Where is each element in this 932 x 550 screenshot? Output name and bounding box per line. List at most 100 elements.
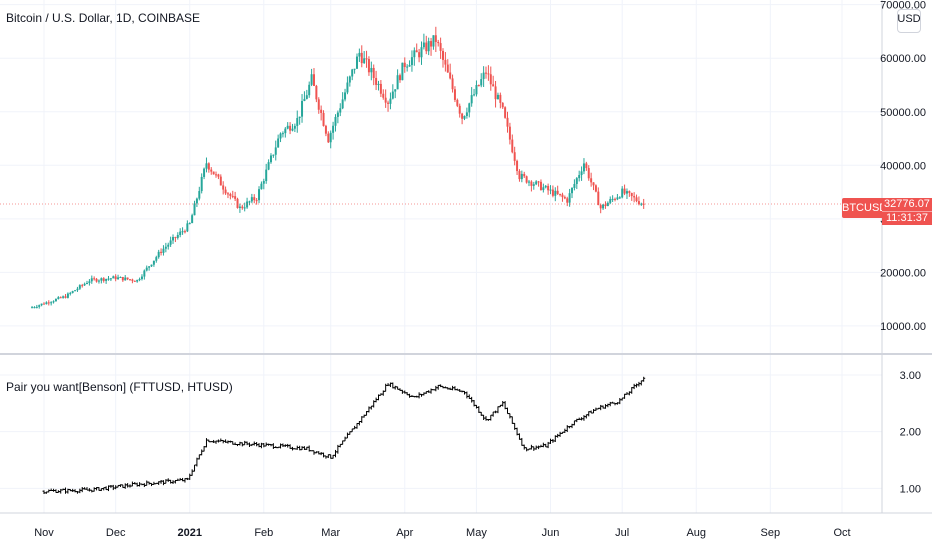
candle-body [59, 297, 62, 299]
candle-body [284, 128, 287, 134]
candle [496, 92, 499, 100]
candle [179, 228, 182, 238]
candle-body [291, 128, 294, 131]
candle [284, 127, 287, 138]
indicator-y-tick-label: 2.00 [900, 427, 921, 439]
candle [477, 84, 480, 87]
candle [126, 277, 129, 281]
candle [542, 183, 545, 193]
candle-body [351, 69, 354, 77]
candle [625, 188, 628, 199]
candle-body [453, 89, 456, 100]
candle [513, 146, 516, 166]
candle [518, 169, 521, 182]
candle [539, 179, 542, 191]
candle-body [637, 201, 640, 205]
candle-body [248, 201, 251, 203]
candle-body [377, 83, 380, 85]
candle-body [76, 288, 79, 291]
candle [375, 70, 378, 91]
candle-body [71, 291, 74, 293]
candle-body [119, 276, 122, 278]
candle [281, 131, 284, 138]
candle [351, 68, 354, 81]
currency-button[interactable]: USD [897, 9, 921, 33]
candle-body [293, 125, 296, 129]
candle [410, 50, 413, 72]
candle-body [523, 173, 526, 177]
candle [559, 193, 562, 197]
candle [160, 248, 163, 256]
candle [580, 166, 583, 181]
candle [389, 92, 392, 110]
candle [138, 277, 141, 282]
candle-body [461, 113, 464, 119]
candle-body [367, 59, 370, 73]
candle [308, 81, 311, 98]
x-tick-label: 2021 [178, 527, 202, 539]
candle [566, 196, 569, 207]
symbol-price-tag: BTCUSD [842, 198, 887, 218]
candle [296, 110, 299, 133]
indicator-y-tick-label: 1.00 [900, 483, 921, 495]
candle [317, 97, 320, 114]
candle [568, 188, 571, 207]
candle [339, 103, 342, 117]
candle-body [310, 74, 313, 85]
candle [422, 33, 425, 50]
candle-body [334, 116, 337, 126]
candle [172, 234, 175, 244]
candle [112, 275, 115, 279]
candle-body [303, 98, 306, 101]
candle [305, 89, 308, 100]
candle [155, 255, 158, 263]
candle-body [317, 99, 320, 110]
candle [248, 200, 251, 206]
candle-body [215, 174, 218, 176]
candle-body [52, 301, 55, 303]
candle-body [410, 57, 413, 66]
candle [334, 114, 337, 132]
candle [207, 162, 210, 173]
candle-body [542, 187, 545, 191]
candle [420, 41, 423, 65]
candle [327, 131, 330, 143]
candle [611, 195, 614, 203]
candle [45, 301, 48, 305]
candle-body [217, 174, 220, 177]
candle [222, 181, 225, 195]
candle [265, 163, 268, 184]
candle-body [511, 139, 514, 153]
candle [537, 180, 540, 187]
candle-body [312, 74, 315, 86]
candle [408, 60, 411, 67]
candle [370, 61, 373, 81]
candle [532, 181, 535, 190]
x-tick-label: Dec [106, 527, 126, 539]
candle [119, 276, 122, 278]
candle-body [499, 94, 502, 103]
candle-body [336, 112, 339, 117]
candle [274, 140, 277, 161]
candle [468, 102, 471, 118]
candle [90, 275, 93, 284]
btcusd-candles [31, 26, 645, 309]
candle-body [621, 188, 624, 198]
candle [133, 280, 136, 282]
candle-body [200, 176, 203, 192]
candle-body [229, 193, 232, 196]
candle-body [133, 280, 136, 282]
candle [267, 159, 270, 171]
candle [272, 154, 275, 158]
candle-body [262, 181, 265, 184]
candle [470, 87, 473, 107]
candle [107, 275, 110, 281]
candle-body [348, 76, 351, 83]
candle-body [143, 270, 146, 277]
candle [167, 242, 170, 250]
candle [74, 289, 77, 292]
candle-body [183, 231, 186, 233]
candle [315, 84, 318, 103]
candle-body [355, 56, 358, 69]
